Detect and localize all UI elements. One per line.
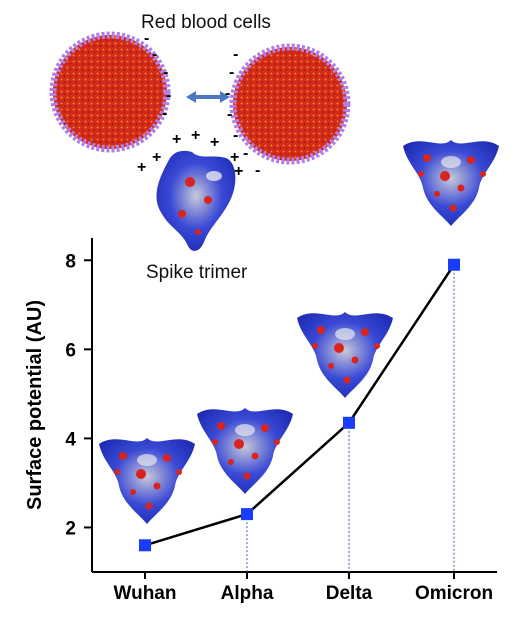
minus-sign: - xyxy=(144,30,149,47)
x-tick-label-omicron: Omicron xyxy=(415,583,493,604)
minus-sign: - xyxy=(227,106,232,123)
y-tick-label: 4 xyxy=(65,429,76,450)
surface-potential-chart: 2 4 6 8 Wuhan Alpha Delta Omicron Surface pote… xyxy=(24,140,499,604)
spike-top-view-omicron xyxy=(403,140,499,226)
plus-sign: + xyxy=(230,149,239,166)
data-point-delta xyxy=(343,416,355,429)
variant-spike-images xyxy=(99,140,499,524)
data-point-omicron xyxy=(448,258,460,271)
plus-sign: + xyxy=(137,159,146,176)
minus-sign: - xyxy=(243,145,248,162)
y-tick-label: 6 xyxy=(65,340,76,361)
minus-sign: - xyxy=(255,162,260,179)
plus-sign: + xyxy=(191,127,200,144)
plus-sign: + xyxy=(172,131,181,148)
data-markers xyxy=(139,258,460,552)
minus-sign: - xyxy=(225,85,230,102)
spike-trimer-side-view xyxy=(156,150,236,251)
cells-caption: Red blood cells xyxy=(141,12,271,33)
minus-sign: - xyxy=(152,46,157,63)
y-axis-label: Surface potential (AU) xyxy=(24,300,46,510)
charges: - - - - - - - - - - - - + + + + + + + xyxy=(137,30,260,180)
double-arrow-icon xyxy=(186,91,230,103)
x-tick-label-wuhan: Wuhan xyxy=(114,583,177,604)
red-blood-cells xyxy=(49,31,351,165)
minus-sign: - xyxy=(233,46,238,63)
minus-sign: - xyxy=(233,127,238,144)
minus-sign: - xyxy=(166,87,171,104)
y-tick-label: 2 xyxy=(65,518,76,539)
x-tick-label-alpha: Alpha xyxy=(221,583,274,604)
plus-sign: + xyxy=(210,134,219,151)
data-point-alpha xyxy=(241,508,253,521)
y-ticks: 2 4 6 8 xyxy=(65,251,92,539)
spike-top-view-delta xyxy=(297,312,393,398)
drop-lines xyxy=(246,264,455,572)
right-cell xyxy=(229,43,351,165)
spike-caption: Spike trimer xyxy=(146,262,248,283)
y-tick-label: 8 xyxy=(65,251,76,272)
series-line xyxy=(144,264,456,547)
minus-sign: - xyxy=(229,64,234,81)
spike-top-view-wuhan xyxy=(99,438,195,524)
spike-top-view-alpha xyxy=(197,408,293,494)
minus-sign: - xyxy=(162,105,167,122)
data-point-wuhan xyxy=(139,539,151,552)
plus-sign: + xyxy=(234,163,243,180)
left-cell xyxy=(49,31,171,153)
minus-sign: - xyxy=(163,64,168,81)
x-tick-label-delta: Delta xyxy=(326,583,373,604)
plus-sign: + xyxy=(152,149,161,166)
x-ticks: Wuhan Alpha Delta Omicron xyxy=(114,572,493,604)
